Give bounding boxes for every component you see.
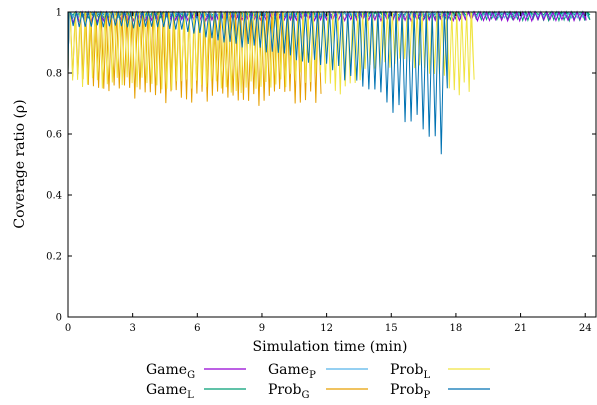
x-tick-label: 12 — [320, 323, 333, 334]
legend-label-sub: L — [187, 390, 194, 401]
legend-label: ProbP — [390, 382, 431, 401]
legend-label-main: Game — [268, 362, 309, 378]
x-tick-label: 6 — [194, 323, 200, 334]
legend-item: GameG — [146, 362, 246, 381]
x-tick-label: 15 — [385, 323, 398, 334]
x-tick-label: 18 — [450, 323, 463, 334]
legend-label: GameP — [268, 362, 316, 381]
y-ticks: 0 0.2 0.4 0.6 0.8 1 — [46, 8, 596, 324]
legend-label-sub: L — [424, 370, 431, 381]
legend-label: ProbG — [268, 382, 310, 401]
legend-label-sub: P — [309, 370, 316, 381]
y-tick-label: 0.2 — [46, 252, 62, 263]
y-tick-label: 0 — [56, 313, 62, 324]
legend-label-main: Prob — [390, 382, 424, 398]
legend-label-main: Prob — [390, 362, 424, 378]
legend-label-main: Game — [146, 382, 187, 398]
legend-label-sub: G — [187, 370, 195, 381]
y-tick-label: 0.6 — [46, 130, 62, 141]
legend-label-main: Game — [146, 362, 187, 378]
y-tick-label: 0.8 — [46, 69, 62, 80]
y-axis-label: Coverage ratio (ρ) — [12, 99, 28, 228]
plot-frame — [67, 11, 597, 318]
legend-item: GameL — [146, 382, 246, 401]
legend-item: ProbG — [268, 382, 368, 401]
x-tick-label: 0 — [65, 323, 71, 334]
legend-label: GameG — [146, 362, 195, 381]
y-tick-label: 1 — [56, 8, 62, 19]
legend-item: ProbL — [390, 362, 490, 381]
legend-label-sub: G — [302, 390, 310, 401]
x-ticks: 0 3 6 9 12 15 18 21 24 — [65, 12, 592, 334]
legend-label: GameL — [146, 382, 194, 401]
x-axis-label: Simulation time (min) — [253, 339, 408, 355]
legend-label-sub: P — [424, 390, 431, 401]
legend-label: ProbL — [390, 362, 431, 381]
x-tick-label: 9 — [259, 323, 265, 334]
legend-item: GameP — [268, 362, 368, 381]
x-tick-label: 21 — [514, 323, 527, 334]
series-line-game-p — [67, 10, 587, 74]
x-tick-label: 3 — [129, 323, 135, 334]
legend-label-main: Prob — [268, 382, 302, 398]
y-tick-label: 0.4 — [46, 191, 62, 202]
legend-item: ProbP — [390, 382, 490, 401]
x-tick-label: 24 — [579, 323, 592, 334]
